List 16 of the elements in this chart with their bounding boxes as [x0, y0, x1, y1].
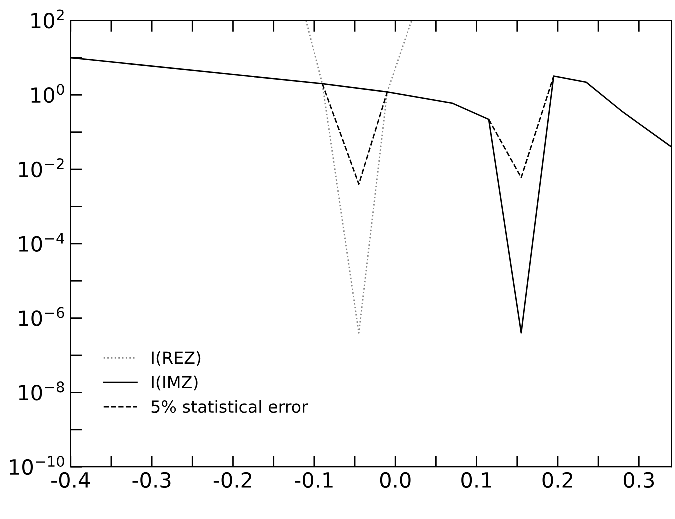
x-tick-label: 0.2 [542, 472, 572, 488]
legend-label: I(IMZ) [152, 376, 198, 391]
x-tick-label: -0.2 [214, 472, 252, 488]
y-tick-label: 10$^{−6}$ [19, 307, 64, 326]
y-tick-label: 10$^{0}$ [32, 84, 64, 104]
y-tick-label: 10$^{−2}$ [19, 158, 64, 178]
y-tick-label: 10$^{2}$ [32, 10, 64, 29]
y-tick-label: 10$^{−4}$ [19, 233, 64, 252]
x-tick-label: 0.0 [380, 472, 411, 488]
y-tick-label: 10$^{−8}$ [19, 382, 64, 401]
legend-label: 5% statistical error [152, 400, 308, 414]
x-tick-label: 0.3 [624, 472, 654, 488]
x-tick-label: -0.1 [295, 472, 333, 488]
x-tick-label: 0.1 [462, 472, 492, 488]
x-tick-label: -0.3 [132, 472, 171, 488]
legend-label: I(REZ) [152, 351, 201, 366]
